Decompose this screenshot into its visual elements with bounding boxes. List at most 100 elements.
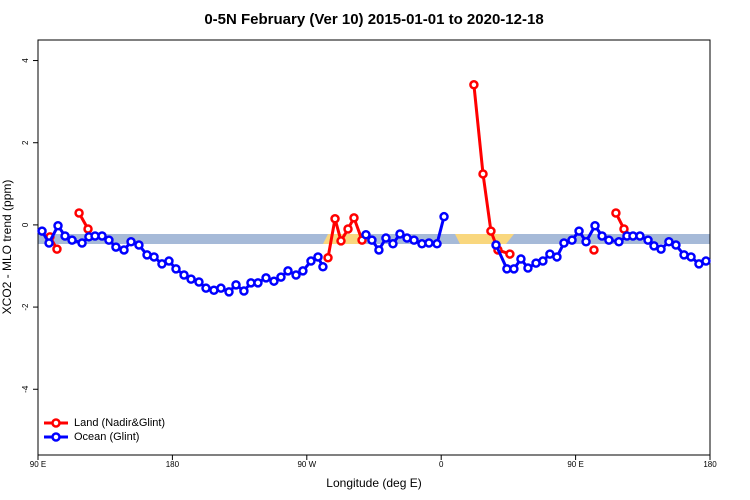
x-tick-label: 180 <box>703 460 717 469</box>
point <box>590 220 600 231</box>
point <box>126 236 136 247</box>
point <box>409 235 419 245</box>
point <box>164 256 174 266</box>
point <box>374 245 384 255</box>
point <box>349 213 359 223</box>
point <box>701 256 711 266</box>
point <box>323 253 333 263</box>
point <box>119 245 129 255</box>
x-tick-label: 90 E <box>567 460 583 469</box>
point <box>276 272 286 282</box>
point <box>635 231 645 241</box>
point <box>149 252 159 262</box>
point <box>664 236 674 247</box>
land-band <box>455 234 514 244</box>
point <box>567 235 577 245</box>
chart-title: 0-5N February (Ver 10) 2015-01-01 to 202… <box>204 11 543 28</box>
y-tick-label: 4 <box>21 58 30 63</box>
point <box>291 270 301 280</box>
point <box>523 263 533 273</box>
point <box>306 256 316 266</box>
point <box>491 240 501 250</box>
y-tick-label: 0 <box>21 222 30 227</box>
x-tick-label: 90 W <box>297 460 316 469</box>
point <box>604 235 614 245</box>
point <box>361 230 371 240</box>
point <box>239 286 249 296</box>
legend-label: Land (Nadir&Glint) <box>74 417 165 429</box>
legend-swatch-point <box>51 418 61 428</box>
x-tick-label: 180 <box>166 460 180 469</box>
point <box>179 270 189 280</box>
point <box>37 226 47 236</box>
point <box>44 238 54 248</box>
point <box>381 233 391 243</box>
legend-label: Ocean (Glint) <box>74 431 139 443</box>
point <box>671 240 681 250</box>
point <box>253 278 263 288</box>
point <box>367 235 377 245</box>
point <box>486 226 496 236</box>
legend-swatch-point <box>51 432 61 442</box>
point <box>686 252 696 262</box>
point <box>53 220 63 231</box>
y-axis-label: XCO2 - MLO trend (ppm) <box>0 180 14 315</box>
point <box>283 266 293 276</box>
point <box>505 249 515 259</box>
point <box>216 283 226 293</box>
point <box>469 80 479 90</box>
point <box>509 264 519 274</box>
y-tick-label: -2 <box>21 303 30 311</box>
point <box>552 252 562 262</box>
y-tick-label: 2 <box>21 140 30 145</box>
point <box>336 236 346 246</box>
point <box>97 231 107 241</box>
point <box>134 240 144 250</box>
point <box>574 226 584 236</box>
point <box>60 231 70 241</box>
plot-frame <box>37 39 711 456</box>
point <box>656 244 666 254</box>
point <box>643 235 653 245</box>
point <box>395 229 405 239</box>
point <box>231 280 241 290</box>
point <box>224 287 234 297</box>
x-axis-label: Longitude (deg E) <box>326 476 421 490</box>
point <box>186 274 196 284</box>
point <box>77 238 87 248</box>
point <box>330 213 340 224</box>
point <box>581 236 591 247</box>
point <box>171 264 181 274</box>
point <box>67 235 77 245</box>
y-tick-label: -4 <box>21 385 30 393</box>
point <box>74 208 84 218</box>
point <box>388 239 398 249</box>
point <box>559 238 569 248</box>
point <box>269 276 279 286</box>
point <box>104 235 114 245</box>
point <box>478 169 488 179</box>
point <box>597 231 607 241</box>
x-tick-label: 0 <box>439 460 444 469</box>
point <box>589 245 599 255</box>
point <box>649 241 659 251</box>
point <box>614 236 624 247</box>
point <box>318 262 328 272</box>
point <box>194 277 204 287</box>
point <box>516 254 526 264</box>
point <box>111 242 121 252</box>
point <box>298 266 308 276</box>
point <box>439 211 449 222</box>
x-tick-label: 90 E <box>30 460 46 469</box>
series-line <box>48 84 626 259</box>
point <box>52 244 62 254</box>
point <box>313 252 323 262</box>
point <box>201 283 211 293</box>
point <box>261 273 271 283</box>
point <box>611 208 621 218</box>
point <box>83 224 93 234</box>
series-line <box>40 216 707 294</box>
point <box>432 239 442 249</box>
point <box>343 224 353 234</box>
